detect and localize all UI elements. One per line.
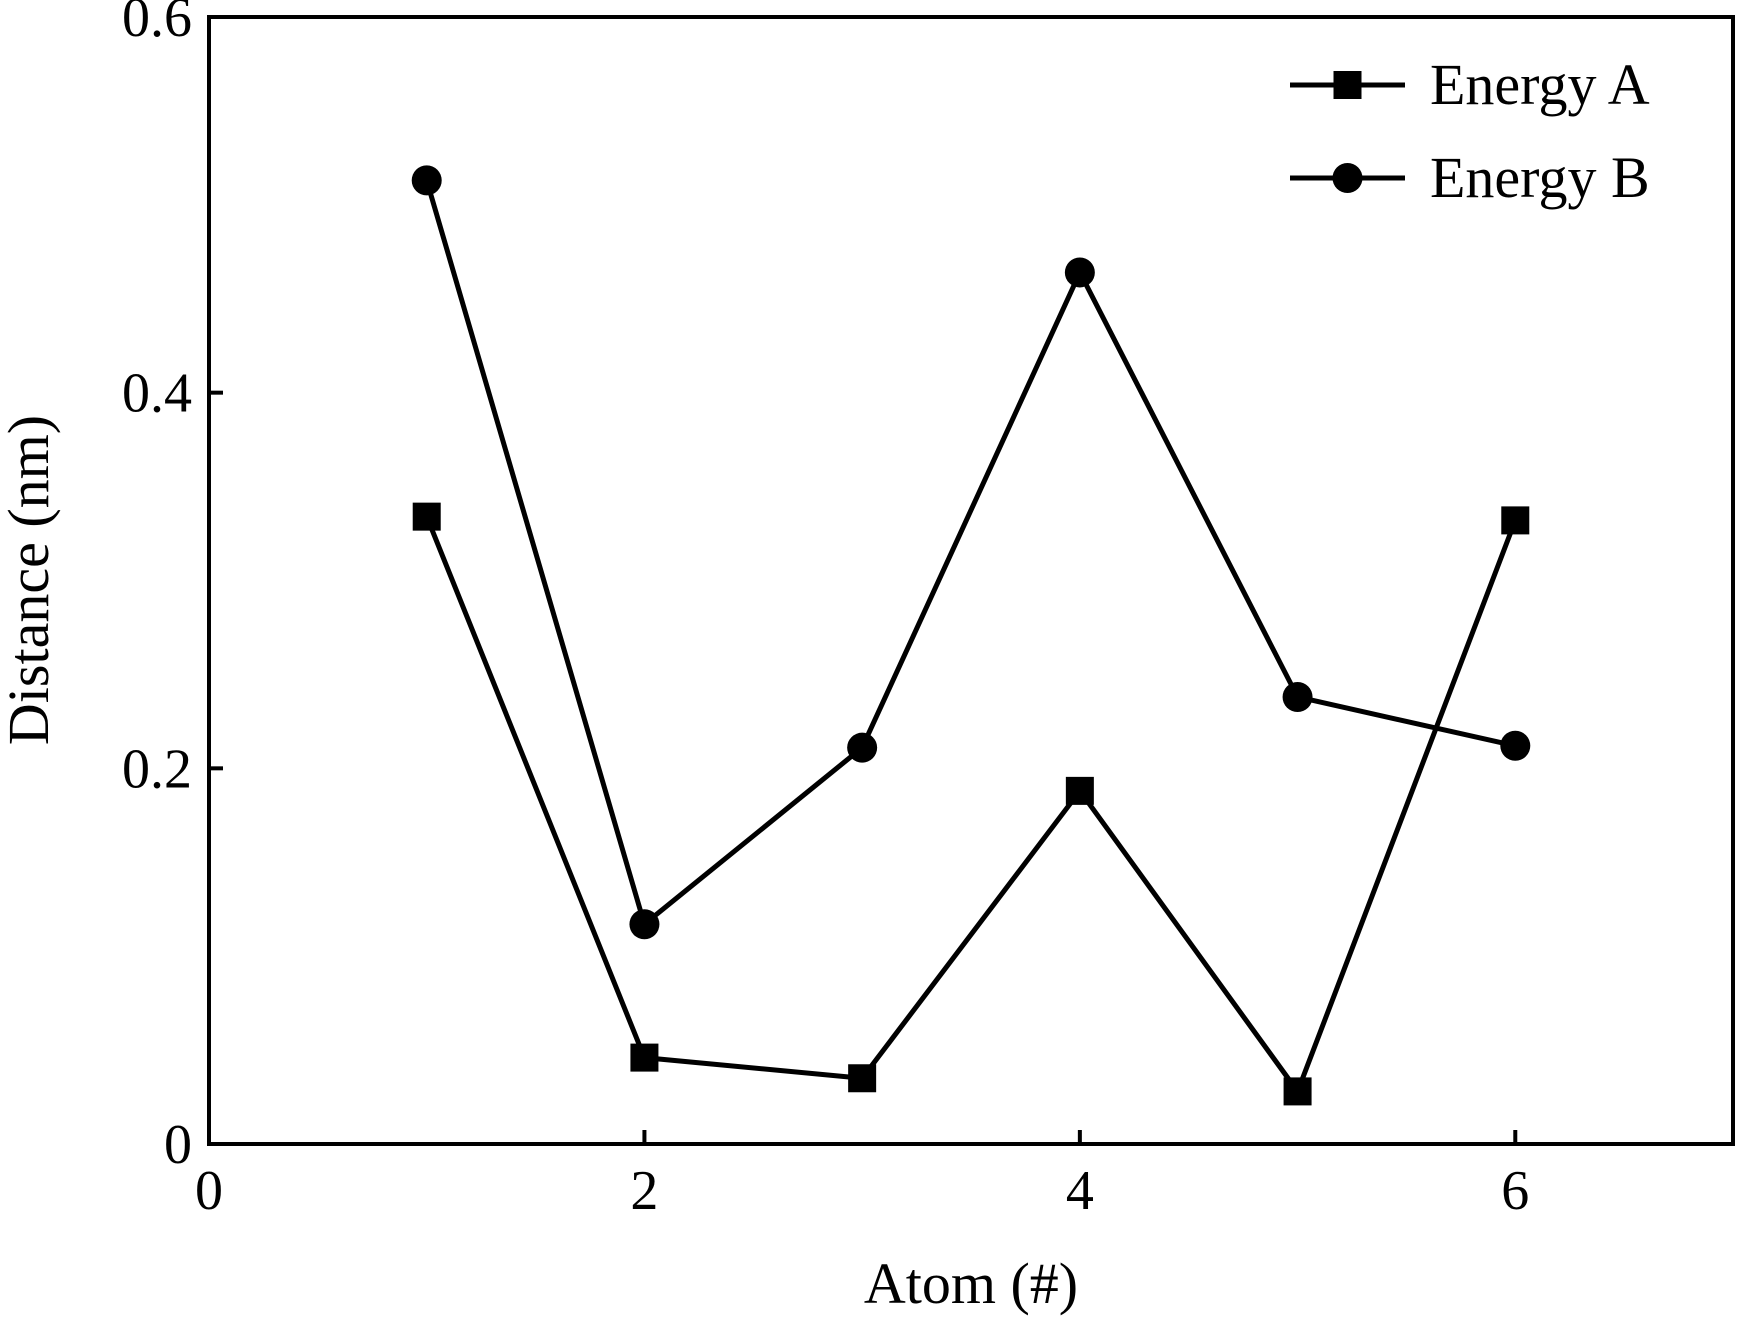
data-point-energy-b — [847, 732, 878, 763]
y-tick-label: 0.6 — [122, 0, 192, 49]
data-point-energy-a — [1283, 1077, 1312, 1106]
series-energy-a — [412, 502, 1530, 1106]
series-layer — [411, 165, 1531, 1106]
data-point-energy-a — [630, 1043, 659, 1072]
legend-marker — [1332, 163, 1363, 193]
data-point-energy-b — [629, 909, 660, 940]
series-line-energy-a — [424, 515, 1518, 1097]
legend-item-energy-a: Energy A — [1290, 52, 1650, 117]
y-tick-label: 0.2 — [122, 738, 192, 800]
data-point-energy-a — [412, 502, 441, 531]
data-point-energy-a — [1501, 506, 1530, 535]
x-tick-label: 4 — [1066, 1160, 1094, 1222]
x-tick-label: 2 — [630, 1160, 658, 1222]
data-point-energy-a — [848, 1064, 877, 1093]
x-tick-label: 0 — [195, 1160, 223, 1222]
data-point-energy-a — [1065, 776, 1094, 805]
x-axis-ticks: 0 2 4 6 — [195, 1130, 1529, 1222]
x-axis-title: Atom (#) — [864, 1251, 1078, 1316]
data-point-energy-b — [1282, 681, 1313, 712]
data-point-energy-b — [1064, 257, 1095, 288]
data-point-energy-b — [411, 165, 442, 196]
legend-label: Energy B — [1430, 145, 1650, 210]
x-tick-label: 6 — [1501, 1160, 1529, 1222]
data-point-energy-b — [1500, 730, 1531, 761]
y-tick-label: 0 — [164, 1114, 192, 1176]
series-line-energy-b — [424, 179, 1516, 929]
series-energy-b — [411, 165, 1531, 940]
legend-label: Energy A — [1430, 52, 1650, 117]
y-tick-label: 0.4 — [122, 363, 192, 425]
legend-marker — [1333, 71, 1362, 99]
y-axis-ticks: 0 0.2 0.4 0.6 — [122, 0, 223, 1176]
legend-item-energy-b: Energy B — [1290, 145, 1650, 210]
plot-frame — [207, 15, 1735, 1146]
legend: Energy A Energy B — [1290, 52, 1650, 210]
y-axis-title: Distance (nm) — [0, 415, 61, 745]
